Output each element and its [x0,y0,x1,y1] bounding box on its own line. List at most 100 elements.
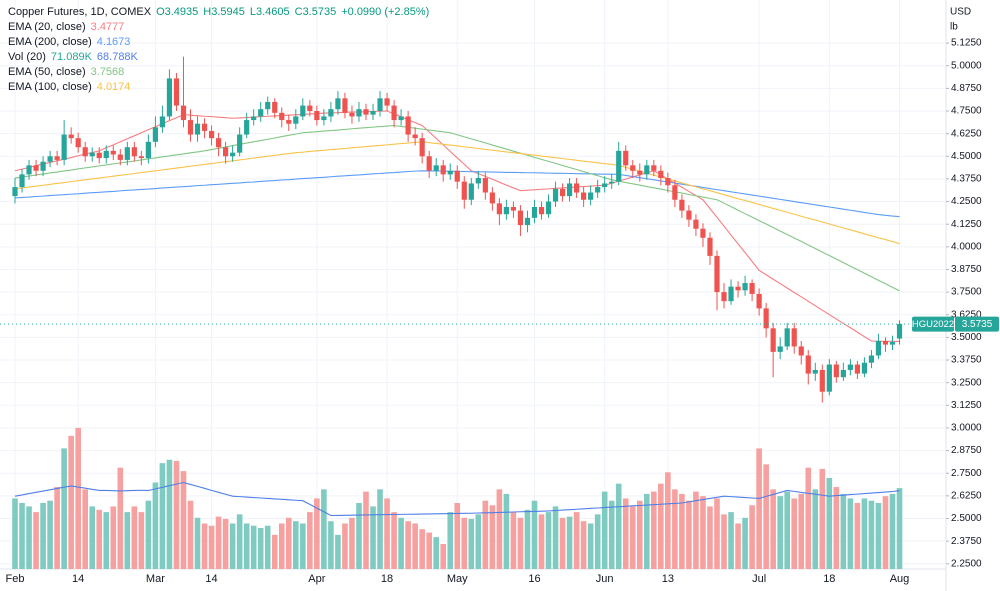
volume-bar [426,532,432,569]
legend-ohlc: +0.0990 (+2.85%) [341,6,429,18]
candle-body [714,255,720,293]
volume-bar [96,509,103,569]
legend-value: 71.089K [51,51,93,63]
candle-body [89,152,95,157]
candle-body [356,109,362,117]
volume-bar [419,529,425,569]
candle-body [896,324,903,339]
candle-body [187,120,194,135]
candle-body [40,161,46,171]
candle-body [496,203,502,215]
candle-body [588,192,594,200]
legend-entry: EMA (100, close) [8,81,92,93]
candle-body [12,187,18,197]
volume-bar [328,521,334,569]
legend-entry: Vol (20) [8,51,46,63]
volume-bar [791,498,798,569]
candle-body [644,165,650,175]
volume-bar [679,493,685,569]
candle-body [391,105,397,121]
candle-body [475,178,481,184]
volume-bar [615,483,622,569]
volume-bar [665,472,671,569]
y-tick-label: 3.8750 [951,264,982,275]
currency-label: USD [950,7,971,18]
candle-body [812,369,818,374]
volume-bar [756,448,762,569]
volume-bar [587,523,594,569]
legend-entry: EMA (50, close) [8,66,86,78]
volume-bar [26,506,32,569]
volume-bar [735,523,741,569]
volume-bar [278,523,285,569]
y-tick-label: 4.6250 [951,128,982,139]
volume-bar [257,528,264,569]
candle-body [328,109,334,117]
candle-body [349,112,355,117]
volume-bar [152,482,159,569]
volume-bar [12,498,18,569]
candle-body [300,105,306,117]
candle-body [321,116,327,121]
candle-body [96,152,102,159]
volume-bar [68,435,74,569]
volume-bar [222,518,229,569]
candle-body [489,192,495,204]
candle-body [728,286,734,302]
volume-bar [117,467,124,569]
volume-ma-line [14,481,900,517]
y-tick-label: 2.2500 [951,558,982,569]
legend-value: 3.7568 [91,66,125,78]
y-tick-label: 4.5000 [951,151,982,162]
volume-bar [433,537,439,569]
y-tick-label: 3.6250 [951,309,982,320]
candle-body [609,181,615,184]
candle-body [742,283,748,291]
candle-body [672,185,678,200]
volume-bar [75,427,81,569]
volume-bar [482,500,489,569]
volume-bar [805,467,812,569]
candle-body [447,170,453,175]
volume-bar [770,489,776,569]
volume-bar [229,523,236,569]
candle-body [686,210,692,220]
volume-bar [138,512,145,569]
candle-layer [12,56,903,403]
candle-body [503,206,509,215]
volume-bar [103,512,110,569]
volume-bar [271,534,278,569]
candle-body [875,341,882,356]
candle-body [293,116,299,124]
y-tick-label: 3.1250 [951,400,982,411]
candle-body [595,187,601,193]
volume-bar [215,516,222,569]
symbol-badge [912,316,954,332]
volume-bar [461,517,468,569]
legend-ohlc: L3.4605 [250,6,290,18]
candle-body [651,165,657,171]
volume-bar [868,500,875,569]
x-tick-label: 18 [823,573,835,585]
candle-body [138,156,144,159]
candle-body [173,78,180,106]
candle-body [272,101,278,113]
candle-body [468,183,474,200]
candle-body [166,78,173,117]
candle-body [552,188,559,202]
volume-bar [847,498,854,569]
volume-bar [61,448,67,569]
volume-bar [54,487,60,569]
volume-bar [194,517,201,569]
y-tick-label: 4.8750 [951,83,982,94]
y-tick-label: 2.5000 [951,513,982,524]
candle-body [440,165,446,175]
candle-body [861,362,868,374]
candle-body [770,328,776,352]
candle-body [482,178,488,193]
candle-body [152,127,158,142]
volume-bar [384,498,390,569]
volume-bar [700,496,706,569]
volume-bar [335,534,341,569]
y-tick-label: 3.2500 [951,377,982,388]
